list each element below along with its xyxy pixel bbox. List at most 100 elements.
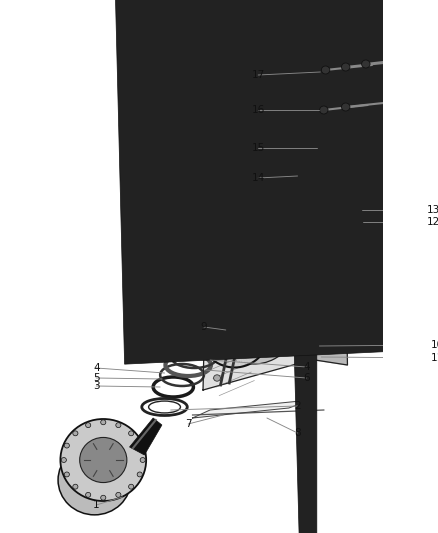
Polygon shape [226, 293, 231, 306]
Polygon shape [199, 327, 211, 330]
Polygon shape [258, 325, 270, 328]
Ellipse shape [101, 420, 106, 425]
Polygon shape [202, 312, 214, 320]
Ellipse shape [286, 205, 362, 239]
Text: 14: 14 [251, 173, 265, 183]
Ellipse shape [80, 438, 127, 482]
Text: 8: 8 [294, 428, 301, 438]
Polygon shape [234, 354, 237, 367]
FancyArrow shape [111, 0, 438, 364]
Polygon shape [225, 353, 230, 367]
Ellipse shape [211, 270, 218, 276]
Polygon shape [251, 345, 262, 356]
Ellipse shape [116, 492, 121, 497]
Polygon shape [199, 334, 212, 339]
Polygon shape [244, 352, 251, 365]
Ellipse shape [140, 457, 145, 463]
Polygon shape [206, 304, 218, 315]
Ellipse shape [61, 457, 67, 463]
Ellipse shape [64, 443, 69, 448]
Ellipse shape [320, 144, 328, 151]
Text: 3: 3 [93, 381, 99, 391]
Ellipse shape [73, 484, 78, 489]
Ellipse shape [239, 311, 268, 338]
Text: 16: 16 [251, 105, 265, 115]
Polygon shape [193, 400, 311, 418]
Polygon shape [245, 351, 254, 363]
Polygon shape [211, 300, 220, 312]
Polygon shape [206, 245, 346, 272]
Polygon shape [200, 336, 212, 342]
Ellipse shape [342, 63, 350, 71]
FancyArrow shape [294, 80, 317, 533]
Polygon shape [204, 343, 216, 353]
Polygon shape [201, 314, 213, 322]
Polygon shape [215, 350, 223, 363]
Polygon shape [257, 318, 269, 325]
Polygon shape [199, 332, 212, 336]
Ellipse shape [331, 141, 338, 148]
Polygon shape [257, 334, 270, 340]
Polygon shape [212, 349, 222, 361]
Text: 2: 2 [294, 401, 301, 411]
Ellipse shape [137, 443, 142, 448]
Polygon shape [217, 351, 225, 364]
Polygon shape [223, 294, 229, 307]
Polygon shape [254, 342, 266, 351]
Polygon shape [238, 354, 243, 367]
Ellipse shape [362, 60, 370, 68]
Ellipse shape [321, 66, 330, 74]
Polygon shape [206, 345, 217, 355]
Ellipse shape [129, 431, 134, 436]
Polygon shape [200, 318, 212, 324]
Polygon shape [240, 353, 246, 367]
Text: 6: 6 [303, 373, 310, 383]
Polygon shape [257, 336, 269, 343]
Text: 5: 5 [93, 373, 99, 383]
Text: 7: 7 [185, 419, 191, 429]
Polygon shape [250, 347, 261, 358]
Polygon shape [231, 354, 234, 367]
Polygon shape [208, 302, 219, 313]
Polygon shape [256, 338, 268, 345]
Ellipse shape [325, 151, 333, 158]
Ellipse shape [58, 445, 131, 515]
Polygon shape [199, 329, 211, 333]
Polygon shape [253, 344, 264, 353]
Text: 4: 4 [303, 362, 310, 372]
Polygon shape [208, 346, 219, 357]
Text: 15: 15 [251, 143, 265, 153]
Polygon shape [255, 340, 267, 349]
Polygon shape [220, 352, 227, 365]
Ellipse shape [299, 201, 345, 215]
Ellipse shape [137, 472, 142, 477]
Ellipse shape [320, 106, 328, 114]
Polygon shape [257, 321, 270, 326]
Ellipse shape [73, 431, 78, 436]
Text: 11: 11 [431, 353, 438, 363]
Ellipse shape [339, 136, 347, 143]
Ellipse shape [212, 286, 295, 364]
Polygon shape [258, 327, 270, 330]
Polygon shape [199, 324, 212, 328]
Polygon shape [258, 333, 270, 337]
Ellipse shape [85, 423, 91, 427]
Ellipse shape [336, 148, 343, 155]
Ellipse shape [85, 492, 91, 497]
Polygon shape [203, 245, 313, 390]
Ellipse shape [214, 375, 220, 381]
Ellipse shape [303, 252, 310, 258]
Polygon shape [201, 338, 213, 345]
Text: 4: 4 [93, 363, 99, 373]
Ellipse shape [129, 484, 134, 489]
Ellipse shape [284, 196, 360, 220]
Polygon shape [218, 295, 226, 309]
Ellipse shape [344, 143, 352, 150]
Ellipse shape [304, 357, 311, 363]
Ellipse shape [76, 463, 113, 497]
Polygon shape [205, 306, 216, 317]
Polygon shape [201, 340, 214, 348]
Ellipse shape [116, 423, 121, 427]
Polygon shape [199, 320, 212, 326]
Polygon shape [247, 350, 256, 362]
